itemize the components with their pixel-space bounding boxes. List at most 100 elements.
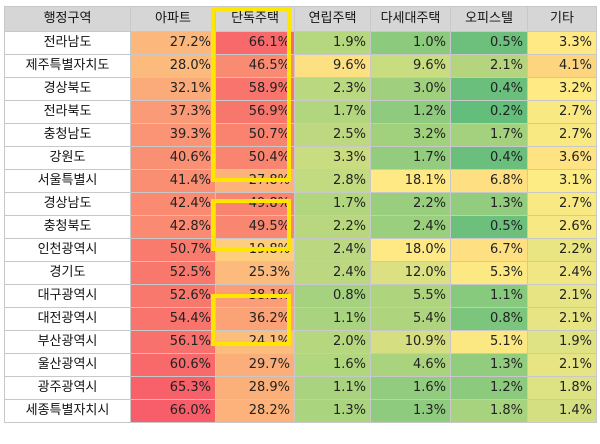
- table-body: 전라남도 27.2% 66.1% 1.9% 1.0% 0.5% 3.3% 제주특별자치도 28.…: [4, 31, 597, 423]
- value-cell: 1.1%: [294, 376, 371, 400]
- value-cell: 28.9%: [215, 376, 295, 400]
- value-cell: 36.2%: [215, 307, 295, 331]
- value-cell: 40.6%: [130, 146, 216, 170]
- value-cell: 28.0%: [130, 54, 216, 78]
- value-cell: 2.2%: [370, 192, 451, 216]
- value-cell: 18.1%: [370, 169, 451, 193]
- table-row: 대구광역시 52.6% 38.1% 0.8% 5.5% 1.1% 2.1%: [4, 284, 597, 308]
- value-cell: 29.7%: [215, 353, 295, 377]
- region-cell: 전라남도: [4, 31, 131, 55]
- header-detached-house: 단독주택: [215, 6, 295, 32]
- value-cell: 39.3%: [130, 123, 216, 147]
- value-cell: 1.6%: [370, 376, 451, 400]
- value-cell: 3.1%: [527, 169, 597, 193]
- value-cell: 3.3%: [294, 146, 371, 170]
- region-cell: 충청남도: [4, 123, 131, 147]
- value-cell: 5.5%: [370, 284, 451, 308]
- value-cell: 2.7%: [527, 100, 597, 124]
- value-cell: 5.3%: [450, 261, 528, 285]
- value-cell: 0.8%: [450, 307, 528, 331]
- region-cell: 경상남도: [4, 192, 131, 216]
- value-cell: 4.6%: [370, 353, 451, 377]
- header-region: 행정구역: [4, 6, 131, 32]
- value-cell: 27.2%: [130, 31, 216, 55]
- region-cell: 대전광역시: [4, 307, 131, 331]
- table-row: 강원도 40.6% 50.4% 3.3% 1.7% 0.4% 3.6%: [4, 146, 597, 170]
- value-cell: 2.4%: [294, 261, 371, 285]
- header-officetel: 오피스텔: [450, 6, 528, 32]
- value-cell: 1.3%: [450, 192, 528, 216]
- value-cell: 0.8%: [294, 284, 371, 308]
- table-row: 인천광역시 50.7% 19.8% 2.4% 18.0% 6.7% 2.2%: [4, 238, 597, 262]
- value-cell: 2.1%: [527, 353, 597, 377]
- value-cell: 66.0%: [130, 399, 216, 423]
- region-cell: 충청북도: [4, 215, 131, 239]
- value-cell: 2.5%: [294, 123, 371, 147]
- value-cell: 1.0%: [370, 31, 451, 55]
- value-cell: 1.2%: [370, 100, 451, 124]
- value-cell: 3.2%: [527, 77, 597, 101]
- table-row: 경상북도 32.1% 58.9% 2.3% 3.0% 0.4% 3.2%: [4, 77, 597, 101]
- value-cell: 2.6%: [527, 215, 597, 239]
- value-cell: 54.4%: [130, 307, 216, 331]
- header-apartment: 아파트: [130, 6, 216, 32]
- value-cell: 50.7%: [130, 238, 216, 262]
- value-cell: 1.4%: [527, 399, 597, 423]
- value-cell: 2.0%: [294, 330, 371, 354]
- value-cell: 42.8%: [130, 215, 216, 239]
- value-cell: 56.1%: [130, 330, 216, 354]
- value-cell: 4.1%: [527, 54, 597, 78]
- table-row: 울산광역시 60.6% 29.7% 1.6% 4.6% 1.3% 2.1%: [4, 353, 597, 377]
- value-cell: 42.4%: [130, 192, 216, 216]
- value-cell: 1.1%: [294, 307, 371, 331]
- value-cell: 49.8%: [215, 192, 295, 216]
- value-cell: 27.8%: [215, 169, 295, 193]
- value-cell: 1.8%: [450, 399, 528, 423]
- value-cell: 12.0%: [370, 261, 451, 285]
- value-cell: 1.9%: [294, 31, 371, 55]
- value-cell: 2.1%: [527, 284, 597, 308]
- value-cell: 2.2%: [294, 215, 371, 239]
- value-cell: 1.3%: [450, 353, 528, 377]
- value-cell: 3.2%: [370, 123, 451, 147]
- value-cell: 37.3%: [130, 100, 216, 124]
- value-cell: 5.4%: [370, 307, 451, 331]
- region-cell: 강원도: [4, 146, 131, 170]
- region-cell: 전라북도: [4, 100, 131, 124]
- value-cell: 2.8%: [294, 169, 371, 193]
- value-cell: 65.3%: [130, 376, 216, 400]
- region-cell: 제주특별자치도: [4, 54, 131, 78]
- table-row: 제주특별자치도 28.0% 46.5% 9.6% 9.6% 2.1% 4.1%: [4, 54, 597, 78]
- table-row: 부산광역시 56.1% 24.1% 2.0% 10.9% 5.1% 1.9%: [4, 330, 597, 354]
- value-cell: 2.3%: [294, 77, 371, 101]
- value-cell: 1.7%: [450, 123, 528, 147]
- value-cell: 50.4%: [215, 146, 295, 170]
- value-cell: 0.4%: [450, 146, 528, 170]
- value-cell: 1.6%: [294, 353, 371, 377]
- region-cell: 광주광역시: [4, 376, 131, 400]
- value-cell: 52.5%: [130, 261, 216, 285]
- value-cell: 2.7%: [527, 123, 597, 147]
- region-cell: 경기도: [4, 261, 131, 285]
- region-cell: 경상북도: [4, 77, 131, 101]
- value-cell: 9.6%: [294, 54, 371, 78]
- region-cell: 대구광역시: [4, 284, 131, 308]
- value-cell: 32.1%: [130, 77, 216, 101]
- value-cell: 58.9%: [215, 77, 295, 101]
- value-cell: 1.1%: [450, 284, 528, 308]
- housing-type-table: 행정구역 아파트 단독주택 연립주택 다세대주택 오피스텔 기타 전라남도 27.…: [4, 6, 597, 423]
- value-cell: 3.0%: [370, 77, 451, 101]
- value-cell: 2.4%: [370, 215, 451, 239]
- value-cell: 18.0%: [370, 238, 451, 262]
- value-cell: 41.4%: [130, 169, 216, 193]
- value-cell: 46.5%: [215, 54, 295, 78]
- value-cell: 1.2%: [450, 376, 528, 400]
- value-cell: 60.6%: [130, 353, 216, 377]
- value-cell: 5.1%: [450, 330, 528, 354]
- value-cell: 6.7%: [450, 238, 528, 262]
- region-cell: 인천광역시: [4, 238, 131, 262]
- header-row: 행정구역 아파트 단독주택 연립주택 다세대주택 오피스텔 기타: [4, 6, 597, 32]
- value-cell: 0.4%: [450, 77, 528, 101]
- header-other: 기타: [527, 6, 597, 32]
- value-cell: 24.1%: [215, 330, 295, 354]
